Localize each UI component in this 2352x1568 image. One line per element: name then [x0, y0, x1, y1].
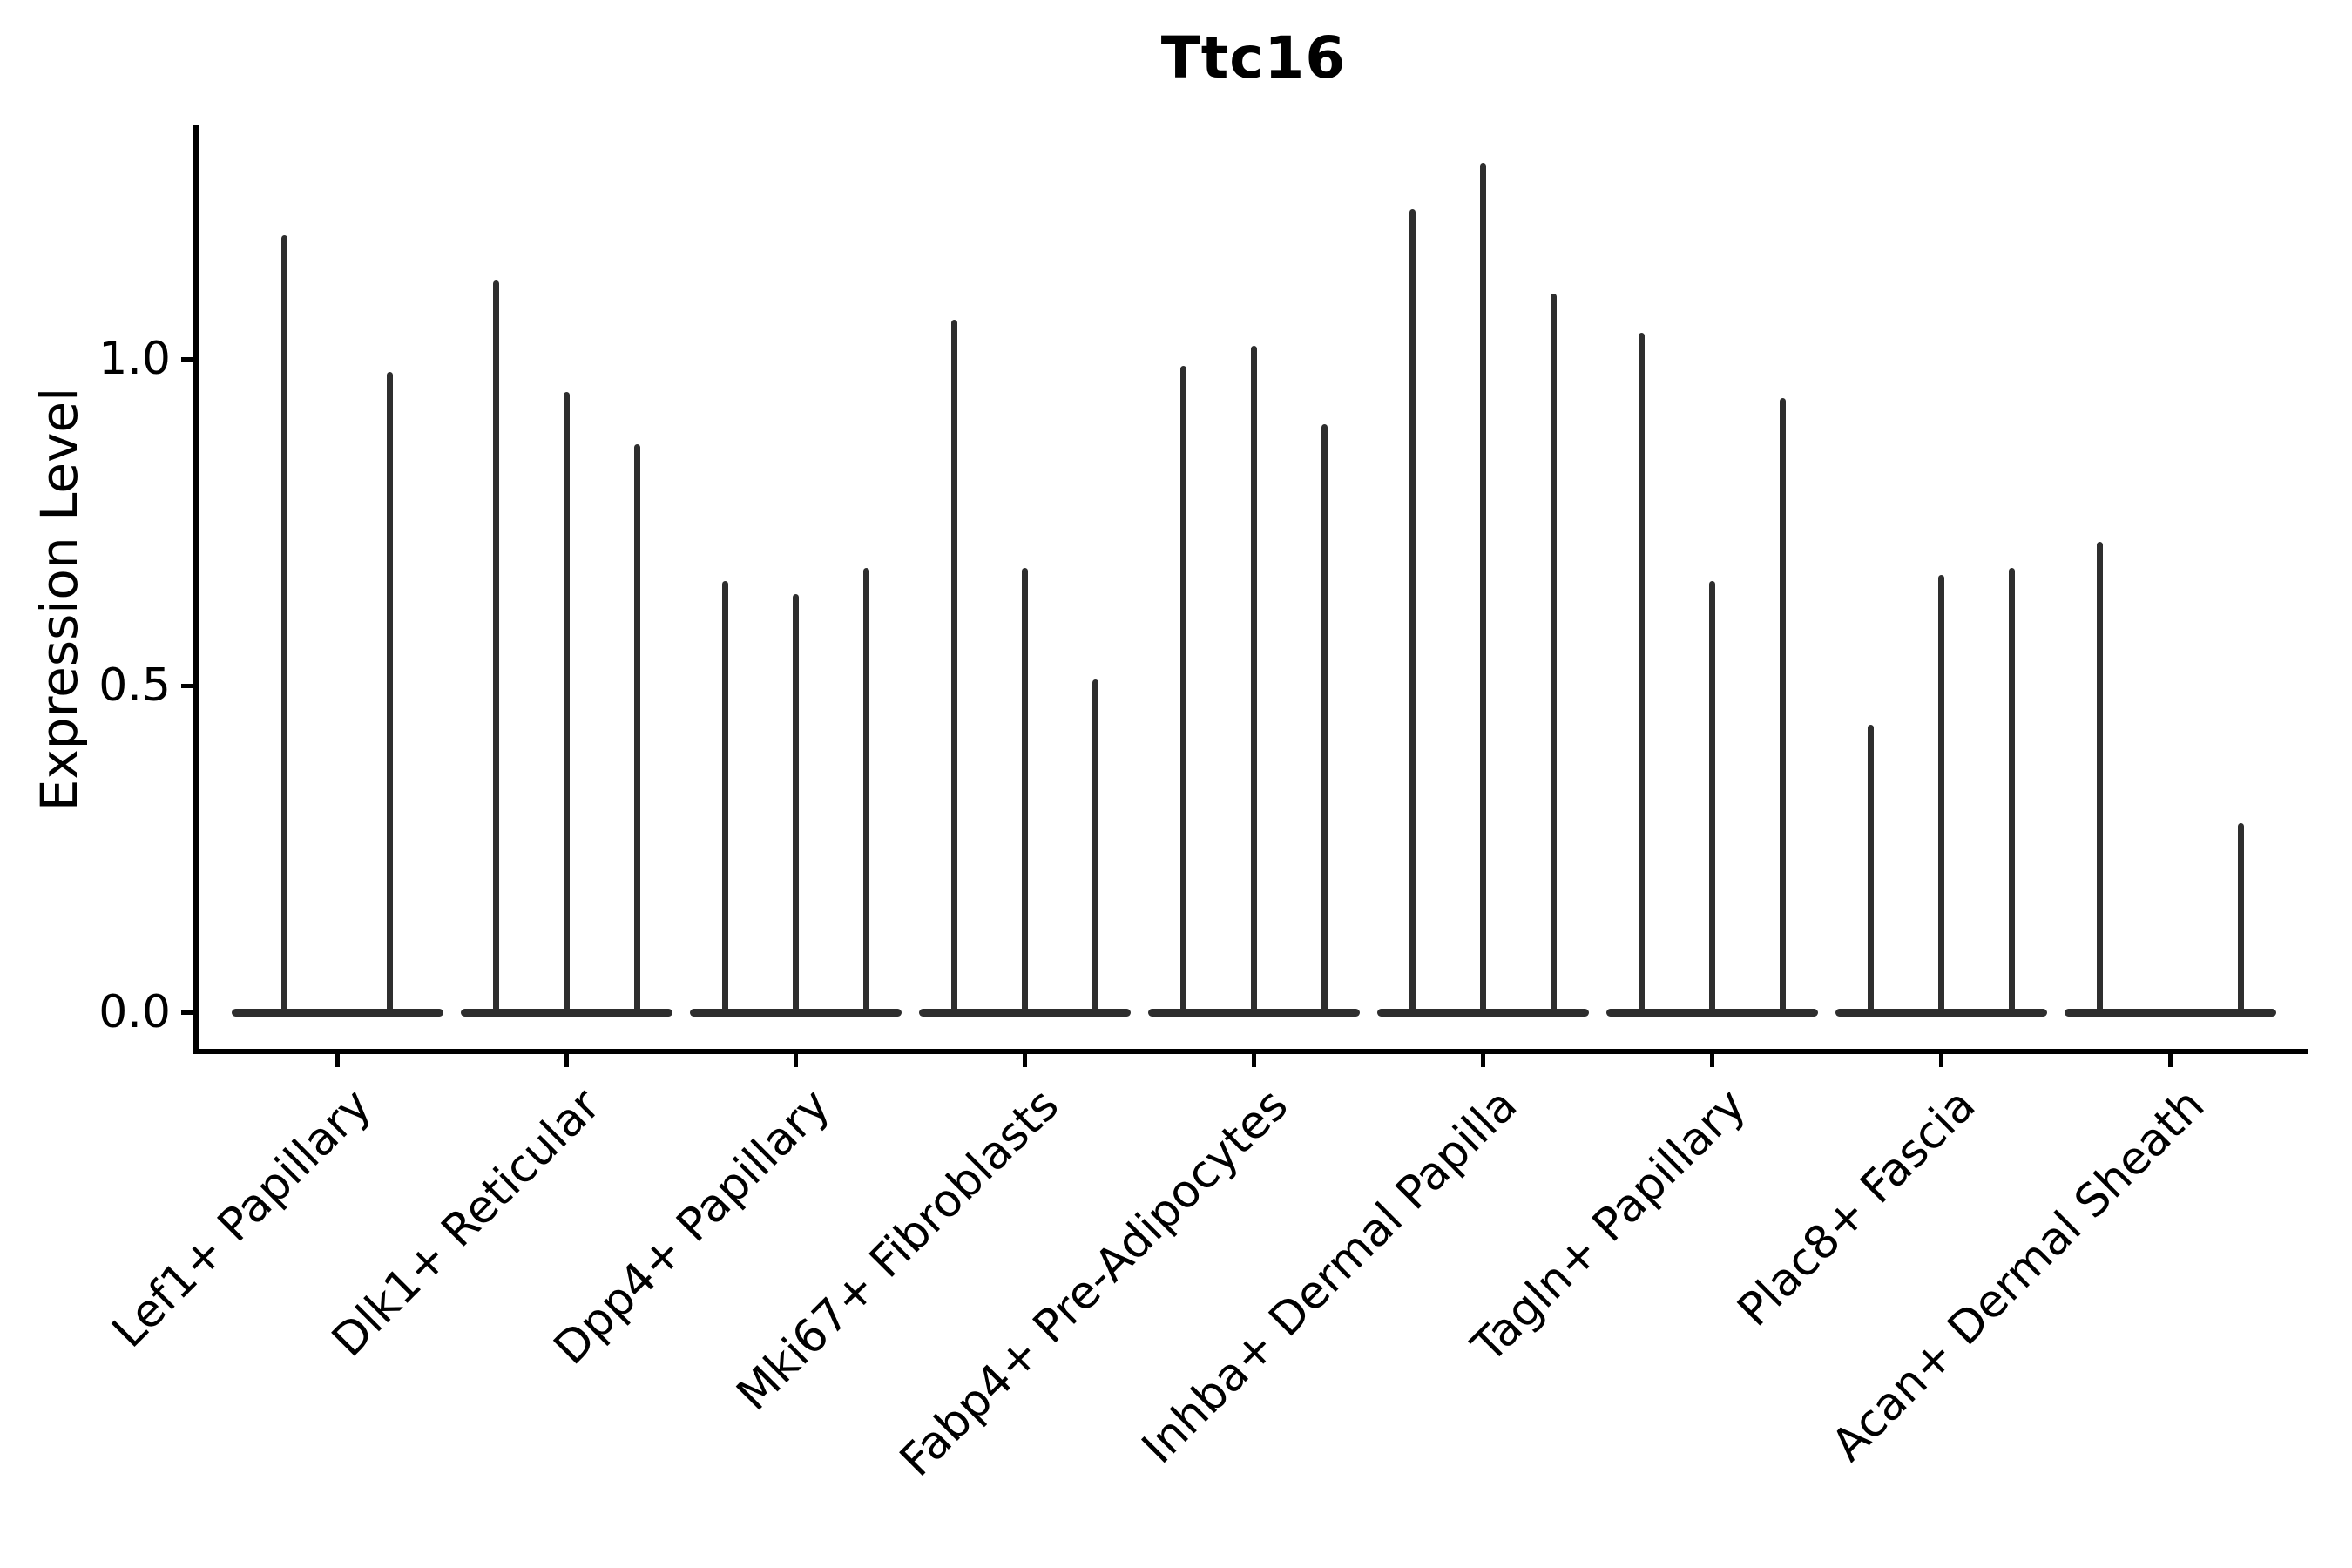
x-tick-mark	[1938, 1054, 1943, 1067]
violin-spike	[1409, 208, 1416, 1014]
x-tick-mark	[2167, 1054, 2173, 1067]
violin-spike	[2096, 542, 2103, 1014]
plot-title: Ttc16	[1160, 24, 1347, 91]
violin-spike	[633, 443, 640, 1014]
y-tick-mark	[181, 1010, 193, 1015]
x-tick-mark	[793, 1054, 798, 1067]
violin-spike	[492, 280, 499, 1014]
x-tick-label: Fabp4+ Pre-Adipocytes	[889, 1078, 1299, 1487]
violin-spike	[1937, 574, 1944, 1014]
y-axis-label: Expression Level	[30, 387, 89, 812]
y-tick-label: 0.0	[98, 986, 171, 1038]
x-tick-mark	[335, 1054, 340, 1067]
x-axis-line	[193, 1049, 2308, 1054]
violin-spike	[387, 372, 394, 1014]
violin-spike	[1638, 333, 1645, 1014]
violin-spike	[1179, 365, 1186, 1014]
violin-spike	[1250, 346, 1257, 1014]
violin-spike	[1092, 679, 1098, 1014]
violin-spike	[1867, 725, 1874, 1014]
violin-spike	[950, 320, 957, 1014]
violin-spike	[1321, 424, 1328, 1014]
violin-spike	[721, 581, 728, 1014]
violin-spike	[862, 568, 869, 1014]
x-tick-mark	[1022, 1054, 1027, 1067]
y-tick-label: 0.5	[98, 659, 171, 712]
violin-spike	[1550, 294, 1557, 1014]
violin-spike	[1021, 568, 1028, 1014]
x-tick-label: Inhba+ Dermal Papilla	[1132, 1078, 1528, 1475]
violin-spike	[2008, 568, 2015, 1014]
violin-spike	[563, 391, 570, 1014]
violin-spike	[280, 234, 287, 1014]
violin-spike	[792, 594, 799, 1014]
x-tick-mark	[564, 1054, 569, 1067]
y-tick-mark	[181, 683, 193, 688]
y-axis-line	[193, 125, 199, 1054]
y-tick-label: 1.0	[98, 333, 171, 385]
x-tick-mark	[1709, 1054, 1714, 1067]
y-tick-mark	[181, 356, 193, 362]
violin-spike	[2237, 822, 2244, 1014]
violin-baseline	[231, 1008, 443, 1017]
violin-spike	[1708, 581, 1715, 1014]
x-tick-label: Acan+ Dermal Sheath	[1821, 1078, 2215, 1472]
x-tick-mark	[1251, 1054, 1256, 1067]
violin-baseline	[2064, 1008, 2276, 1017]
x-tick-label: Plac8+ Fascia	[1727, 1078, 1986, 1337]
violin-spike	[1479, 163, 1486, 1014]
violin-spike	[1779, 398, 1786, 1014]
x-tick-mark	[1480, 1054, 1485, 1067]
